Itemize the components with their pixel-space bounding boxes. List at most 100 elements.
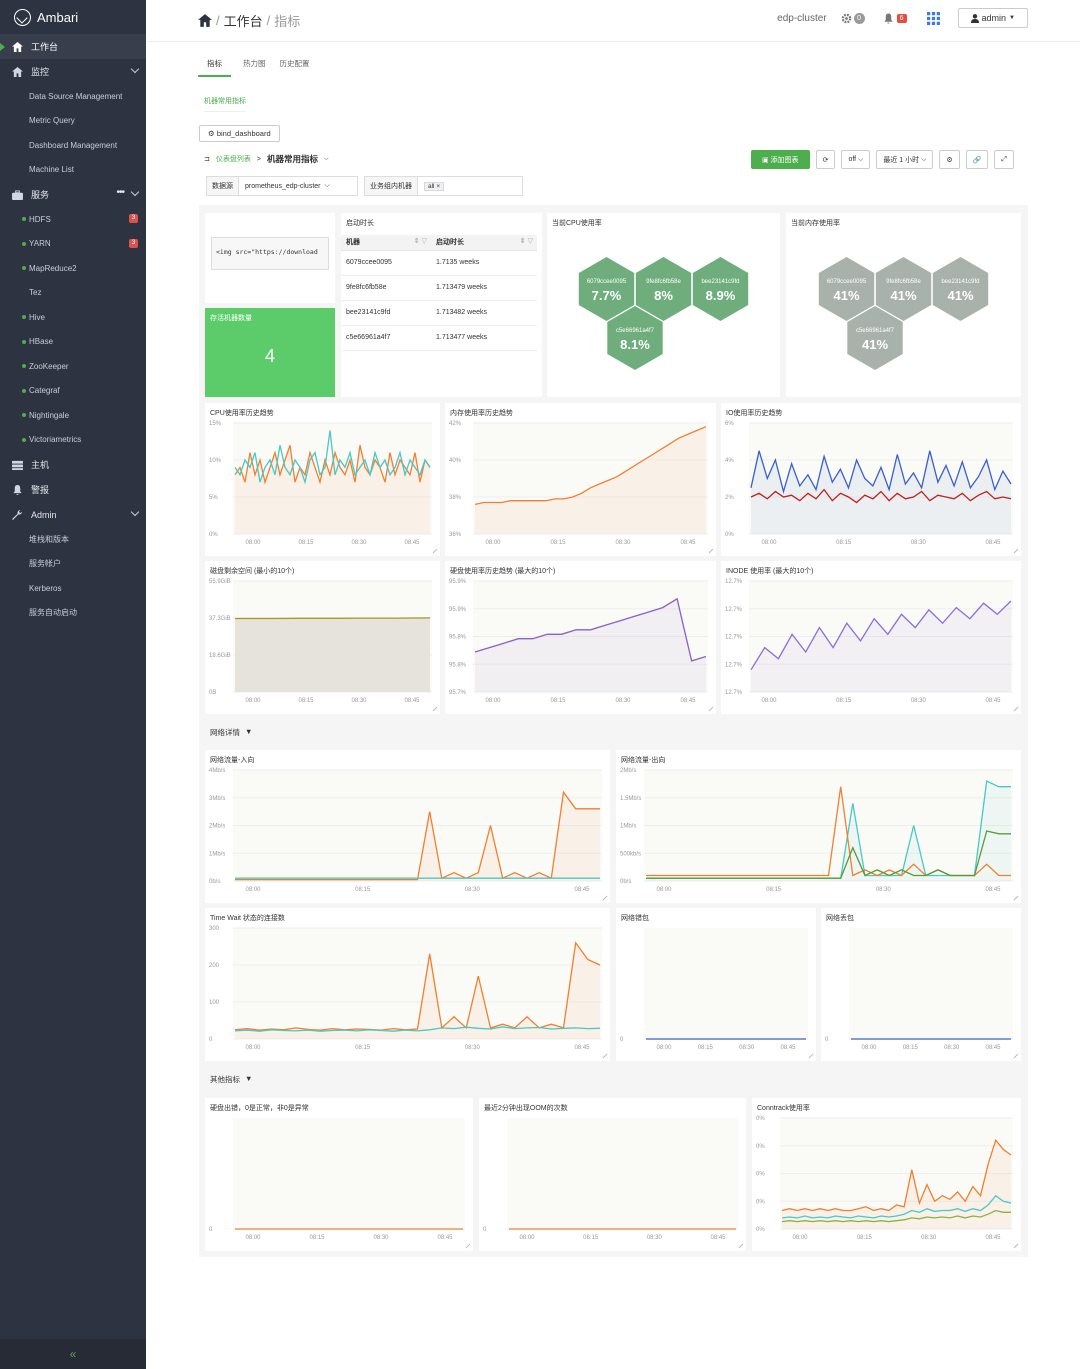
datasource-filter[interactable]: 数据源 prometheus_edp-cluster ⌵ [206, 176, 358, 196]
series-line-teal[interactable] [234, 1026, 601, 1032]
series-line-orange[interactable] [781, 1138, 1012, 1212]
sidebar-item-admin-1[interactable]: 服务帐户 [0, 552, 146, 577]
sidebar-item-service-hbase[interactable]: HBase [0, 330, 146, 355]
chevron-down-icon[interactable] [130, 187, 140, 197]
resize-handle-icon[interactable] [738, 1243, 744, 1249]
col-uptime[interactable]: 启动时长 ⇕ ▽ [431, 235, 537, 251]
resize-handle-icon[interactable] [602, 895, 608, 901]
hex-cell[interactable]: c5e66961a4f7 41% [847, 306, 903, 370]
datasource-select[interactable]: prometheus_edp-cluster ⌵ [239, 182, 357, 190]
col-machine[interactable]: 机器 ⇕ ▽ [341, 235, 431, 251]
hex-cell[interactable]: 9fe8fc6fb58e 8% [635, 257, 692, 321]
nav-alerts[interactable]: 警报 [0, 477, 146, 502]
dashboard-name[interactable]: 机器常用指标 [266, 154, 318, 164]
more-icon[interactable]: ••• [116, 187, 124, 198]
resize-handle-icon[interactable] [708, 548, 714, 554]
sidebar-item-service-zookeeper[interactable]: ZooKeeper [0, 354, 146, 379]
hex-cell[interactable]: c5e66961a4f7 8.1% [607, 306, 663, 370]
resize-handle-icon[interactable] [1013, 1243, 1019, 1249]
tab-heatmap[interactable]: 热力图 [243, 59, 266, 68]
chevron-down-icon[interactable] [130, 64, 140, 74]
series-line-green[interactable] [646, 830, 1011, 879]
sort-filter-icon[interactable]: ⇕ ▽ [519, 238, 533, 246]
sidebar-collapse-button[interactable]: « [0, 1339, 146, 1369]
series-line-red[interactable] [750, 488, 1012, 504]
dashboard-subtab[interactable]: 机器常用指标 [204, 96, 246, 112]
sidebar-item-service-mapreduce2[interactable]: MapReduce2 [0, 256, 146, 281]
chevron-down-icon[interactable] [130, 507, 140, 517]
breadcrumb-workbench[interactable]: 工作台 [223, 14, 263, 29]
resize-handle-icon[interactable] [808, 1053, 814, 1059]
group-filter[interactable]: 业务组内机器 all × [364, 176, 523, 196]
resize-handle-icon[interactable] [465, 1243, 471, 1249]
settings-button[interactable]: ⚙ [939, 150, 960, 169]
dashboard-list-link[interactable]: 仪表盘列表 [215, 156, 251, 163]
settings-status[interactable]: 0 [841, 12, 865, 24]
time-range-select[interactable]: 最近 1 小时 ⌵ [876, 150, 934, 169]
tab-metrics[interactable]: 指标 [198, 56, 231, 77]
brand[interactable]: Ambari [0, 0, 146, 34]
apps-grid-icon[interactable] [926, 11, 940, 25]
sidebar-item-admin-0[interactable]: 堆栈和版本 [0, 527, 146, 552]
sidebar-item-service-hive[interactable]: Hive [0, 305, 146, 330]
hex-cell[interactable]: bee23141c9fd 8.9% [692, 257, 749, 321]
sidebar-item-service-hdfs[interactable]: HDFS 3 [0, 207, 146, 232]
chevron-down-icon[interactable]: ⌵ [323, 155, 329, 162]
resize-handle-icon[interactable] [432, 548, 438, 554]
nav-hosts[interactable]: 主机 [0, 452, 146, 477]
series-line-orange[interactable] [474, 426, 707, 506]
hex-cell[interactable]: 6079ccee0095 7.7% [578, 257, 635, 321]
hex-cell[interactable]: 9fe8fc6fb58e 41% [875, 257, 932, 321]
resize-handle-icon[interactable] [708, 706, 714, 712]
sidebar-item-admin-2[interactable]: Kerberos [0, 576, 146, 601]
nav-admin[interactable]: Admin [0, 502, 146, 527]
user-menu-button[interactable]: admin ▼ [957, 8, 1028, 28]
series-line-orange[interactable] [235, 790, 600, 881]
resize-handle-icon[interactable] [1013, 706, 1019, 712]
sidebar-item-monitor-0[interactable]: Data Source Management [0, 84, 146, 109]
hex-cell[interactable]: 6079ccee0095 41% [818, 257, 875, 321]
series-line-teal[interactable] [234, 430, 431, 485]
resize-handle-icon[interactable] [1013, 1053, 1019, 1059]
auto-refresh-select[interactable]: off ⌵ [841, 150, 871, 169]
group-select[interactable]: all × [418, 181, 522, 191]
tab-config-history[interactable]: 历史配置 [279, 59, 310, 68]
nav-workbench[interactable]: 工作台 [0, 34, 146, 59]
sort-filter-icon[interactable]: ⇕ ▽ [413, 238, 427, 246]
bind-dashboard-button[interactable]: ⚙ bind_dashboard [199, 125, 280, 142]
sidebar-item-service-categraf[interactable]: Categraf [0, 379, 146, 404]
close-icon[interactable]: × [436, 182, 441, 190]
sidebar-item-monitor-3[interactable]: Machine List [0, 158, 146, 183]
group-tag[interactable]: all × [424, 181, 445, 191]
resize-handle-icon[interactable] [1013, 895, 1019, 901]
fullscreen-button[interactable]: ⤢ [994, 150, 1015, 169]
series-line-orange[interactable] [234, 444, 431, 485]
back-icon[interactable]: ⊐ [204, 156, 210, 163]
series-line-purple[interactable] [474, 597, 707, 662]
share-link-button[interactable]: 🔗 [965, 150, 989, 169]
series-line-green[interactable] [781, 1209, 1011, 1223]
refresh-button[interactable]: ⟳ [815, 150, 836, 169]
other-section-header[interactable]: 其他指标 ▼ [210, 1074, 252, 1085]
sidebar-item-monitor-2[interactable]: Dashboard Management [0, 133, 146, 158]
sidebar-item-admin-3[interactable]: 服务自动启动 [0, 601, 146, 626]
series-line-teal[interactable] [781, 1194, 1012, 1219]
alerts-status[interactable]: 6 [883, 12, 907, 24]
series-line-mixed[interactable] [750, 600, 1012, 671]
sidebar-item-service-tez[interactable]: Tez [0, 281, 146, 306]
nav-monitor[interactable]: 监控 [0, 59, 146, 84]
resize-handle-icon[interactable] [432, 706, 438, 712]
resize-handle-icon[interactable] [1013, 548, 1019, 554]
hex-cell[interactable]: bee23141c9fd 41% [932, 257, 989, 321]
sidebar-item-service-nightingale[interactable]: Nightingale [0, 403, 146, 428]
resize-handle-icon[interactable] [602, 1053, 608, 1059]
series-line-blue[interactable] [750, 450, 1012, 494]
sidebar-item-service-yarn[interactable]: YARN 3 [0, 232, 146, 257]
network-section-header[interactable]: 网络详情 ▼ [210, 727, 252, 738]
sidebar-item-monitor-1[interactable]: Metric Query [0, 109, 146, 134]
nav-services[interactable]: 服务 ••• [0, 182, 146, 207]
sidebar-item-service-victoriametrics[interactable]: Victoriametrics [0, 428, 146, 453]
series-line-olive[interactable] [235, 617, 431, 620]
home-icon[interactable] [198, 14, 212, 27]
add-chart-button[interactable]: ▣ 添加图表 [751, 150, 810, 169]
